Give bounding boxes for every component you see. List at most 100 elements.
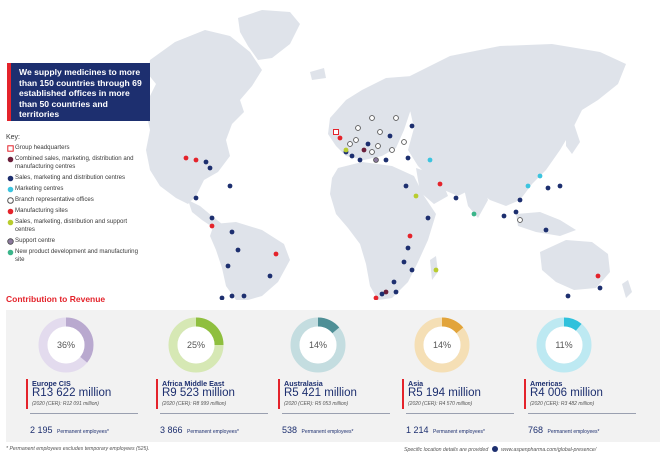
region-employees: 768 Permanent employees*	[528, 420, 599, 438]
key-title: Key:	[6, 134, 21, 141]
location-marker	[241, 293, 247, 299]
landmass-australia	[540, 240, 610, 290]
location-marker	[373, 157, 379, 163]
employee-count: 1 214	[406, 425, 429, 435]
revenue-donut: 14%	[414, 317, 470, 373]
location-marker	[377, 129, 383, 135]
location-marker	[391, 279, 397, 285]
location-marker	[565, 293, 571, 299]
revenue-donut: 11%	[536, 317, 592, 373]
region-prior-year: (2020 (CER): R8 999 million)	[162, 401, 227, 407]
location-marker	[517, 217, 523, 223]
region-revenue: R9 523 million	[162, 387, 235, 399]
location-marker	[545, 185, 551, 191]
region-divider	[160, 413, 268, 414]
region-revenue: R5 421 million	[284, 387, 357, 399]
location-marker	[413, 193, 419, 199]
region-prior-year: (2020 (CER): R12 091 million)	[32, 401, 99, 407]
location-marker	[471, 211, 477, 217]
landmass-greenland	[238, 10, 300, 60]
landmass-south-america	[210, 222, 290, 300]
footnote-location-link[interactable]: www.aspenpharma.com/global-presence/	[501, 447, 597, 453]
donut-hole	[177, 326, 215, 364]
location-marker	[349, 153, 355, 159]
region-prior-year: (2020 (CER): R3 482 million)	[530, 401, 595, 407]
key-symbol	[6, 185, 15, 193]
region-name: Asia	[402, 379, 423, 409]
location-marker	[389, 147, 395, 153]
key-list: Group headquarters Combined sales, market…	[6, 144, 146, 264]
location-marker	[273, 251, 279, 257]
location-marker	[227, 183, 233, 189]
key-symbol	[6, 248, 15, 256]
key-symbol	[6, 155, 15, 163]
location-marker	[183, 155, 189, 161]
donut-percent: 25%	[187, 340, 205, 350]
location-marker	[361, 147, 367, 153]
location-marker	[403, 183, 409, 189]
employee-label: Permanent employees*	[547, 429, 600, 435]
location-marker	[209, 215, 215, 221]
key-label: Branch representative offices	[15, 196, 94, 203]
footnote-location: Specific location details are provided w…	[404, 446, 596, 453]
key-symbol	[6, 174, 15, 182]
location-marker	[337, 135, 343, 141]
region-divider	[282, 413, 390, 414]
location-marker	[353, 137, 359, 143]
key-item: New product development and manufacturin…	[6, 248, 146, 264]
footnote: * Permanent employees excludes temporary…	[6, 446, 150, 452]
location-marker	[369, 115, 375, 121]
location-marker	[219, 295, 225, 300]
region-name: Americas	[524, 379, 562, 409]
key-item: Sales, marketing and distribution centre…	[6, 174, 146, 182]
location-marker	[365, 141, 371, 147]
key-symbol	[6, 196, 15, 204]
location-marker	[383, 157, 389, 163]
donut-slice	[168, 317, 224, 373]
region-divider	[406, 413, 514, 414]
location-marker	[517, 197, 523, 203]
footnote-location-prefix: Specific location details are provided	[404, 447, 489, 453]
location-marker	[387, 133, 393, 139]
donut-hole	[299, 326, 337, 364]
location-marker	[225, 263, 231, 269]
location-marker	[401, 139, 407, 145]
employee-label: Permanent employees*	[432, 429, 485, 435]
key-symbol	[6, 237, 15, 245]
location-marker	[369, 149, 375, 155]
region-divider	[30, 413, 138, 414]
key-label: Combined sales, marketing, distribution …	[15, 155, 134, 170]
location-marker	[433, 267, 439, 273]
location-marker	[333, 129, 339, 135]
key-label: Marketing centres	[15, 185, 64, 192]
donut-slice	[290, 317, 346, 373]
location-marker	[543, 227, 549, 233]
key-label: Sales, marketing, distribution and suppo…	[15, 218, 128, 233]
employee-label: Permanent employees*	[186, 429, 239, 435]
location-marker	[229, 229, 235, 235]
location-marker	[373, 295, 379, 300]
region-card: 25% Africa Middle East R9 523 million (2020…	[156, 310, 274, 442]
landmass-madagascar	[430, 256, 438, 280]
region-prior-year: (2020 (CER): R4 570 million)	[408, 401, 473, 407]
location-marker	[537, 173, 543, 179]
landmass-uk	[334, 112, 346, 132]
donut-hole	[545, 326, 583, 364]
region-card: 36% Europe CIS R13 622 million (2020 (CER):…	[26, 310, 144, 442]
continents	[146, 10, 632, 300]
location-marker	[405, 245, 411, 251]
key-symbol	[6, 207, 15, 215]
key-item: Sales, marketing, distribution and suppo…	[6, 218, 146, 234]
section-title: Contribution to Revenue	[6, 294, 106, 304]
revenue-panel: 36% Europe CIS R13 622 million (2020 (CER):…	[6, 310, 660, 442]
map-key: Key: Group headquarters Combined sales, m…	[6, 134, 146, 267]
location-marker	[401, 259, 407, 265]
region-revenue: R13 622 million	[32, 387, 112, 399]
key-symbol	[6, 144, 15, 152]
location-marker	[193, 157, 199, 163]
landmass-north-america	[146, 30, 262, 204]
region-card: 14% Asia R5 194 million (2020 (CER): R4 570…	[402, 310, 520, 442]
key-item: Branch representative offices	[6, 196, 146, 204]
location-marker	[229, 293, 235, 299]
